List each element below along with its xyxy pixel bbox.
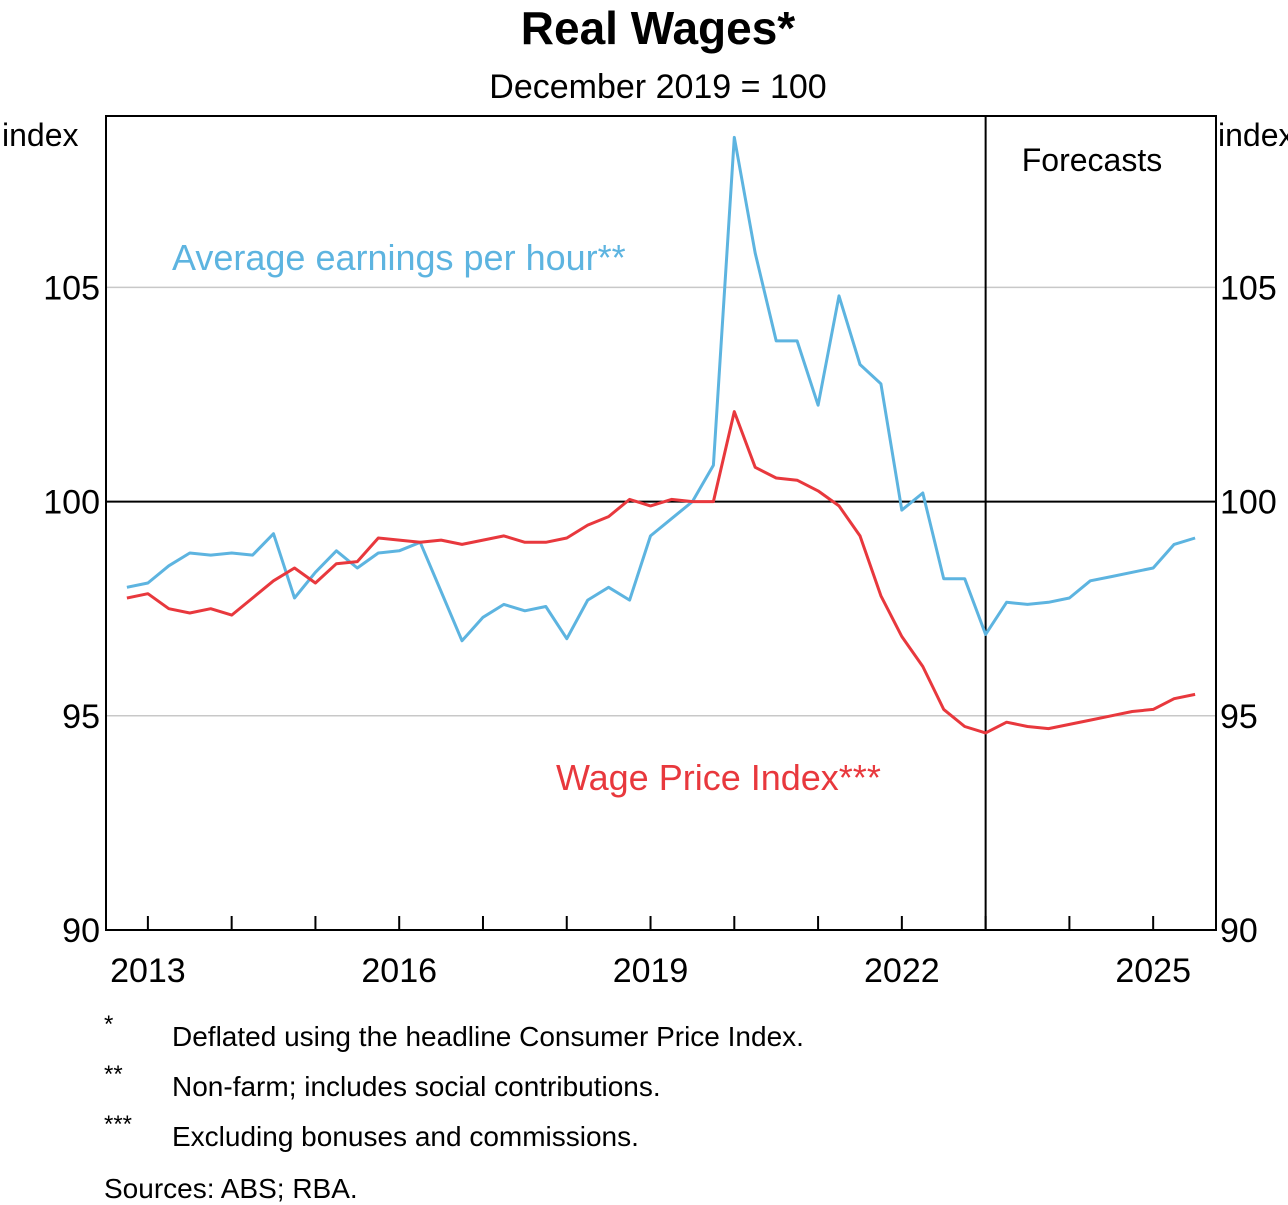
y-tick-label-right-100: 100 [1220, 484, 1277, 522]
y-axis-tick-labels: 90 90 95 95 100 100 105 105 [43, 269, 1276, 950]
gridlines [106, 286, 1216, 717]
y-tick-label-left-105: 105 [43, 269, 100, 307]
footnote-mark-3: *** [104, 1111, 132, 1138]
plot-frame [105, 115, 1217, 931]
chart-subtitle: December 2019 = 100 [489, 68, 826, 106]
footnote-mark-1: * [104, 1011, 113, 1038]
x-axis-ticks: 2013 2016 2019 2022 2025 [110, 916, 1191, 990]
x-tick-label-2022: 2022 [864, 952, 940, 990]
y-tick-label-left-90: 90 [62, 912, 100, 950]
y-tick-label-right-95: 95 [1220, 698, 1258, 736]
sources-note: Sources: ABS; RBA. [104, 1173, 358, 1204]
series-label-average-earnings: Average earnings per hour** [172, 237, 626, 278]
footnote-text-1: Deflated using the headline Consumer Pri… [172, 1021, 804, 1052]
series-lines [126, 135, 1196, 735]
x-tick-label-2013: 2013 [110, 952, 186, 990]
footnote-text-2: Non-farm; includes social contributions. [172, 1071, 661, 1102]
right-axis-unit-label: index [1218, 117, 1288, 153]
series-line-wage-price-index [126, 410, 1196, 735]
x-tick-label-2019: 2019 [613, 952, 689, 990]
y-tick-label-right-90: 90 [1220, 912, 1258, 950]
forecasts-label: Forecasts [1022, 142, 1162, 178]
footnote-mark-2: ** [104, 1061, 123, 1088]
y-tick-label-left-95: 95 [62, 698, 100, 736]
chart-title: Real Wages* [521, 2, 796, 54]
x-tick-label-2025: 2025 [1115, 952, 1191, 990]
y-tick-label-left-100: 100 [43, 484, 100, 522]
footnote-text-3: Excluding bonuses and commissions. [172, 1121, 639, 1152]
series-line-average-earnings [126, 135, 1196, 643]
x-tick-label-2016: 2016 [361, 952, 437, 990]
series-label-wage-price-index: Wage Price Index*** [556, 757, 881, 798]
y-tick-label-right-105: 105 [1220, 269, 1277, 307]
left-axis-unit-label: index [2, 117, 79, 153]
